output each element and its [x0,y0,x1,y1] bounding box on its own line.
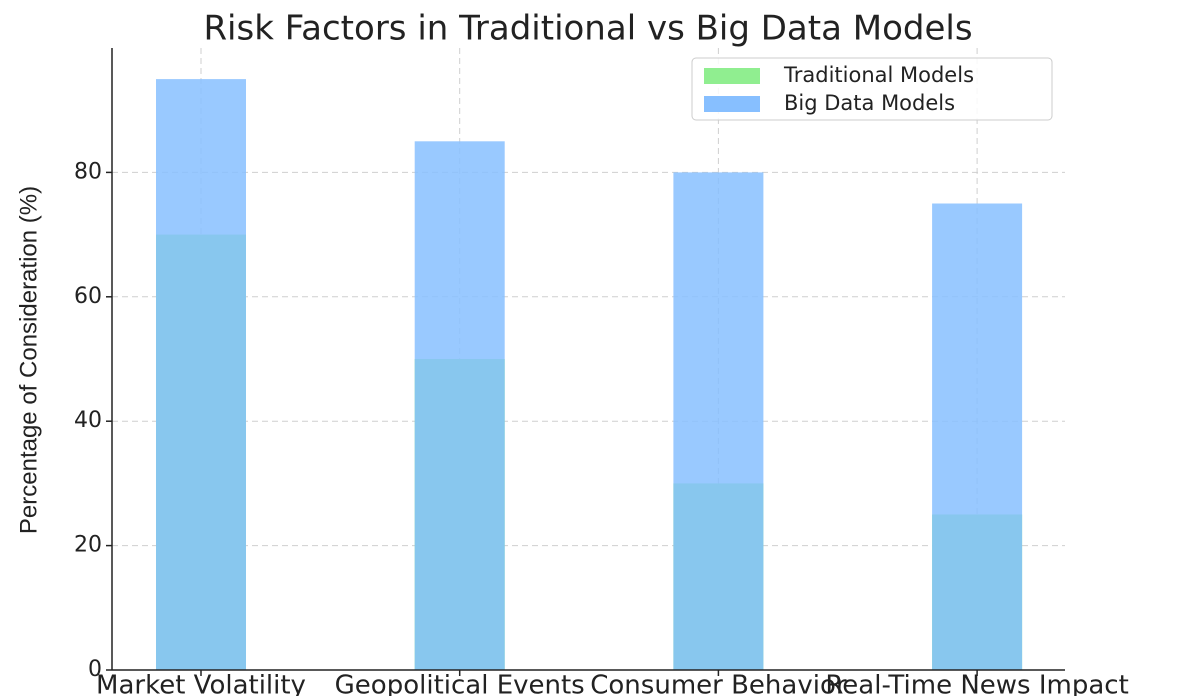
x-tick-label: Geopolitical Events [335,671,585,696]
bar [673,172,764,670]
legend-label: Traditional Models [783,63,974,87]
y-tick-label: 20 [74,533,102,558]
legend-swatch [704,96,760,112]
bar [414,141,505,671]
x-tick-label: Market Volatility [96,671,306,696]
y-tick-label: 40 [74,408,102,433]
y-tick-label: 60 [74,284,102,309]
y-axis-label: Percentage of Consideration (%) [15,186,42,534]
legend: Traditional Models Big Data Models [691,57,1053,121]
legend-swatch [704,68,760,84]
legend-box [691,57,1053,121]
y-tick-label: 0 [88,657,102,682]
chart-title: Risk Factors in Traditional vs Big Data … [203,9,972,49]
bar [156,79,246,671]
bar [932,203,1023,670]
grid [112,48,1065,671]
legend-label: Big Data Models [784,91,955,115]
x-tick-label: Real-Time News Impact [825,671,1128,696]
y-tick-label: 80 [74,159,102,184]
x-tick-label: Consumer Behavior [590,671,847,696]
